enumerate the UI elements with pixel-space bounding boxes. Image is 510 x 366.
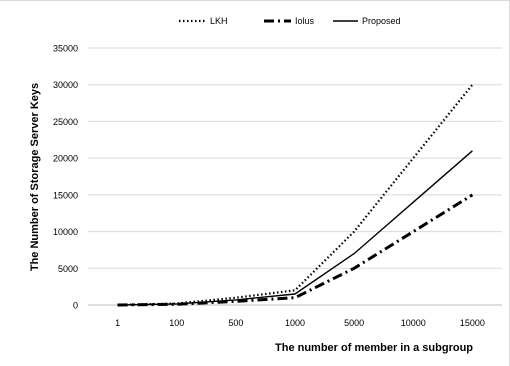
legend-swatch-iolus	[264, 19, 291, 23]
y-tick-label-15000: 15000	[53, 190, 78, 200]
legend-swatch-lkh	[179, 19, 206, 23]
x-tick-label-500: 500	[228, 318, 243, 328]
legend-label-iolus: Iolus	[295, 16, 315, 26]
y-tick-label-5000: 5000	[58, 264, 78, 274]
x-tick-label-10000: 10000	[401, 318, 426, 328]
legend-label-proposed: Proposed	[362, 16, 401, 26]
x-tick-label-1: 1	[115, 318, 120, 328]
y-tick-label-20000: 20000	[53, 154, 78, 164]
x-tick-label-5000: 5000	[344, 318, 364, 328]
frame-top-border	[0, 0, 510, 1]
y-tick-label-0: 0	[73, 301, 78, 311]
y-tick-label-35000: 35000	[53, 44, 78, 54]
y-axis-title: The Number of Storage Server Keys	[29, 82, 41, 272]
x-tick-label-15000: 15000	[460, 318, 485, 328]
y-tick-label-25000: 25000	[53, 117, 78, 127]
x-axis-title: The number of member in a subgroup	[275, 342, 474, 354]
legend: LKH Iolus Proposed	[0, 13, 510, 29]
legend-label-lkh: LKH	[210, 16, 228, 26]
y-tick-label-30000: 30000	[53, 80, 78, 90]
series-line-proposed	[117, 150, 473, 306]
legend-item-iolus: Iolus	[264, 13, 334, 29]
x-tick-label-100: 100	[169, 318, 184, 328]
series-line-iolus	[117, 193, 474, 307]
x-tick-label-1000: 1000	[285, 318, 305, 328]
legend-item-lkh: LKH	[179, 13, 249, 29]
legend-item-proposed: Proposed	[333, 13, 413, 29]
legend-swatch-proposed	[333, 20, 358, 22]
y-tick-label-10000: 10000	[53, 227, 78, 237]
